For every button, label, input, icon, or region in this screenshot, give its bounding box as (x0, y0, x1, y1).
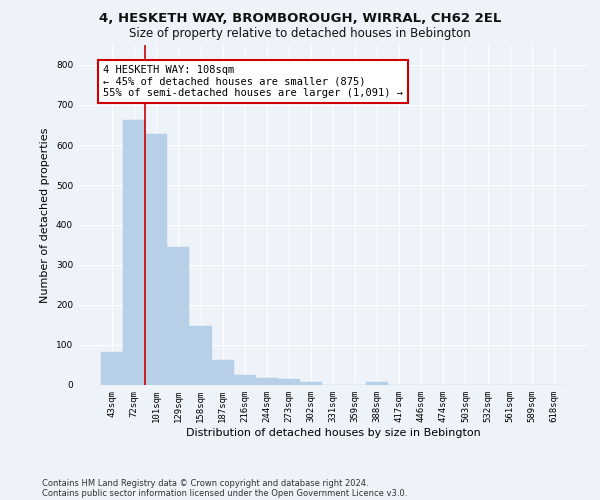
Bar (123, 120, 145, 385)
Text: Contains public sector information licensed under the Open Government Licence v3: Contains public sector information licen… (42, 488, 407, 498)
Text: Contains HM Land Registry data © Crown copyright and database right 2024.: Contains HM Land Registry data © Crown c… (42, 478, 368, 488)
Bar (300, 382, 322, 385)
Text: 4 HESKETH WAY: 108sqm
← 45% of detached houses are smaller (875)
55% of semi-det: 4 HESKETH WAY: 108sqm ← 45% of detached … (103, 65, 403, 98)
Text: 4, HESKETH WAY, BROMBOROUGH, WIRRAL, CH62 2EL: 4, HESKETH WAY, BROMBOROUGH, WIRRAL, CH6… (99, 12, 501, 26)
Bar (233, 374, 256, 385)
X-axis label: Distribution of detached houses by size in Bebington: Distribution of detached houses by size … (185, 428, 481, 438)
Bar (256, 378, 278, 385)
Text: Size of property relative to detached houses in Bebington: Size of property relative to detached ho… (129, 28, 471, 40)
Bar (190, 326, 212, 385)
Bar (101, 352, 123, 385)
Bar (145, 134, 167, 385)
Y-axis label: Number of detached properties: Number of detached properties (40, 128, 50, 302)
Bar (366, 382, 388, 385)
Bar (212, 360, 233, 385)
Bar (278, 379, 300, 385)
Bar (167, 247, 190, 385)
